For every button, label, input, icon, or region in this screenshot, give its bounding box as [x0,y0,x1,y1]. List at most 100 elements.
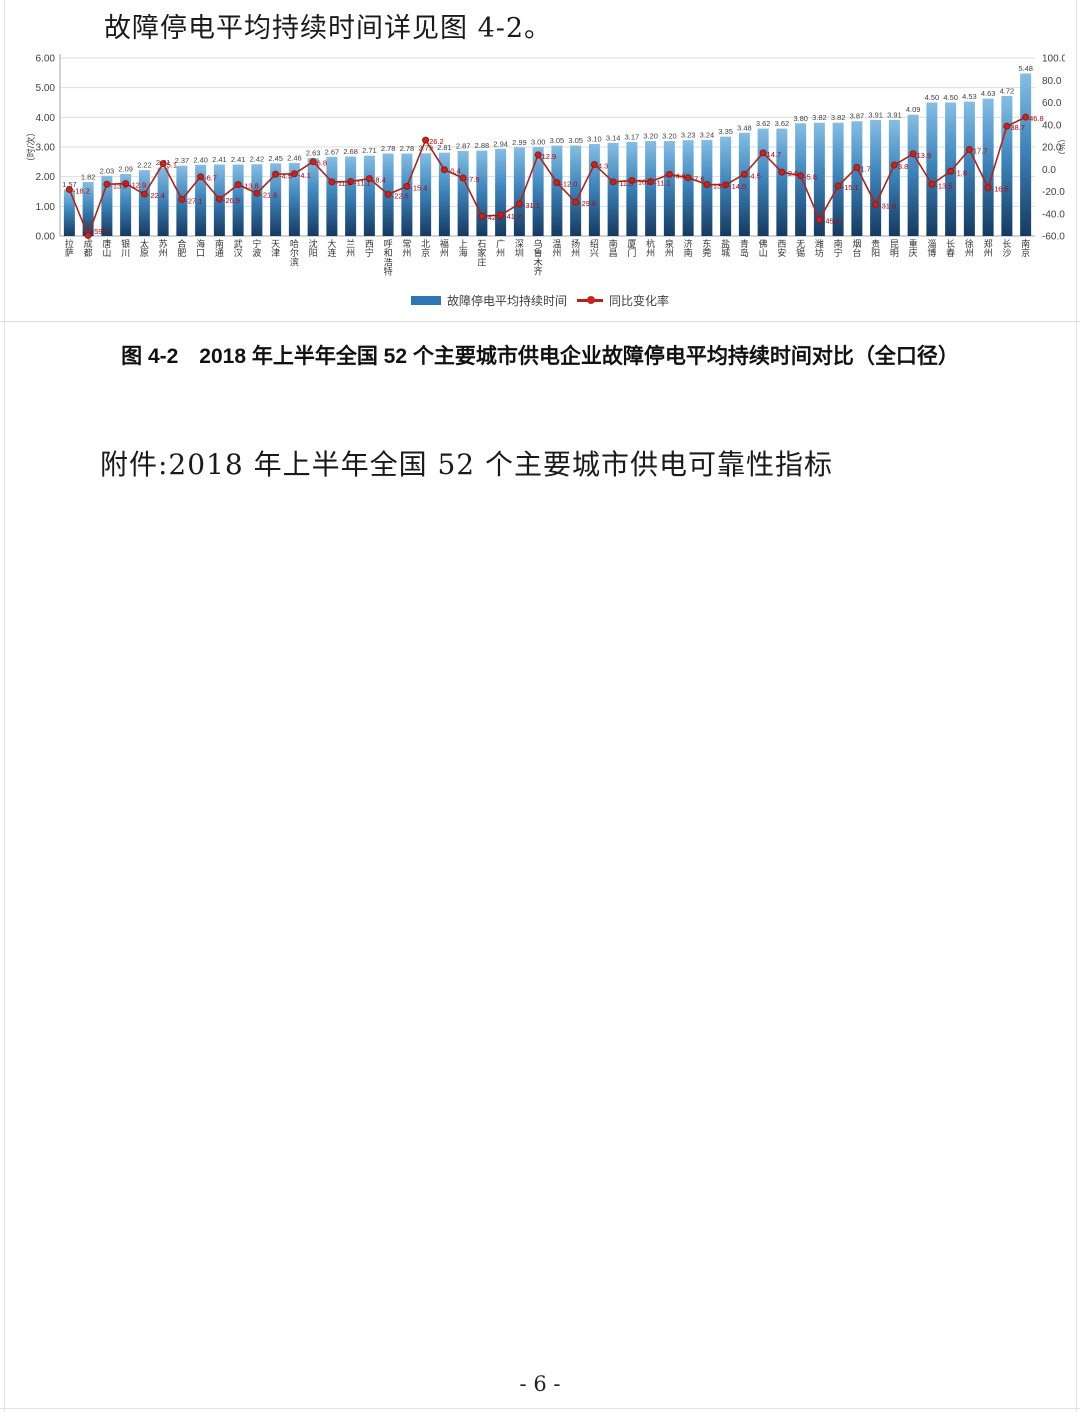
bar-value-label: 3.20 [662,132,677,141]
y-left-tick-label: 3.00 [36,143,56,154]
bar-value-label: 3.23 [681,131,696,140]
bar-value-label: 2.81 [437,143,452,152]
line-point [722,181,730,189]
line-point [309,158,317,166]
y-right-tick-label: 80.0 [1042,76,1062,87]
bar-value-label: 4.63 [981,89,996,98]
line-value-label: -4.1 [298,171,311,180]
line-value-label: -13.8 [242,182,259,191]
bar-value-label: 3.05 [550,136,565,145]
y-right-tick-label: 20.0 [1042,143,1062,154]
line-value-label: 46.8 [1029,114,1044,123]
line-point [984,184,992,192]
bar-value-label: 3.48 [737,123,752,132]
y-left-tick-label: 4.00 [36,113,56,124]
line-value-label: -0.4 [448,167,461,176]
bar-value-label: 3.91 [887,111,902,120]
x-tick-label: 哈尔滨 [290,238,299,267]
line-point [872,200,880,208]
x-tick-label: 合肥 [177,238,186,258]
line-point [947,167,955,175]
bar [270,163,282,236]
legend-label-duration: 故障停电平均持续时间 [446,294,567,308]
x-tick-label: 重庆 [909,238,918,258]
bar [645,141,657,236]
line-point [647,178,655,186]
line-point [609,178,617,186]
yoy-line [68,116,1026,238]
line-point [572,198,580,206]
y-left-tick-label: 5.00 [36,83,56,94]
line-value-label: -14.0 [729,182,746,191]
bar [195,164,207,236]
x-tick-label: 西安 [777,239,786,258]
x-tick-label: 温州 [552,239,561,258]
line-point [65,185,73,193]
bar-value-label: 5.48 [1018,64,1033,73]
bar [551,145,563,236]
line-value-label: -12.9 [129,181,146,190]
bar-value-label: 3.82 [831,113,846,122]
bar-value-label: 2.88 [475,141,490,150]
line-point [853,163,861,171]
x-tick-label: 长沙 [1002,238,1011,258]
x-tick-label: 银川 [121,238,130,258]
legend-item-yoy: 同比变化率 [577,292,669,309]
bar-value-label: 3.87 [850,112,865,121]
bar [288,163,300,236]
line-point [815,216,823,224]
y-right-tick-label: -40.0 [1042,209,1065,220]
x-tick-label: 海口 [196,238,205,258]
bar [513,147,525,236]
figure-caption: 图 4-2 2018 年上半年全国 52 个主要城市供电企业故障停电平均持续时间… [121,345,959,368]
bar-value-label: 2.68 [343,147,358,156]
line-value-label: -7.6 [692,175,705,184]
line-value-label: -11.4 [335,179,352,188]
line-point [197,173,205,181]
line-value-label: -18.2 [73,186,90,195]
bar-value-label: 2.99 [512,138,527,147]
line-point [459,174,467,182]
y-right-tick-label: -60.0 [1042,232,1065,243]
line-point [178,195,186,203]
y-left-tick-label: 1.00 [36,202,56,213]
page-number: - 6 - [519,1372,561,1396]
line-point [253,189,261,197]
x-tick-label: 绍兴 [590,238,599,258]
bar-value-label: 4.53 [962,92,977,101]
line-value-label: 5.1 [167,161,177,170]
line-point [890,161,898,169]
line-value-label: -13.5 [110,181,127,190]
bar [870,120,882,236]
x-tick-label: 东莞 [702,238,711,258]
bar [457,150,469,236]
line-point [347,178,355,186]
bar-value-label: 2.46 [287,154,302,163]
bar-value-label: 3.14 [606,133,621,142]
bar [326,156,338,236]
bar-value-label: 2.78 [400,144,415,153]
bar-value-label: 2.87 [456,141,471,150]
x-tick-label: 潍坊 [815,238,824,258]
line-point [497,211,505,219]
line-value-label: 4.3 [598,161,608,170]
line-point [272,170,280,178]
line-value-label: -29.6 [579,199,596,208]
bar-value-label: 4.72 [1000,86,1015,95]
bar-value-label: 2.37 [175,156,190,165]
bar-value-label: 2.22 [137,161,152,170]
intro-paragraph: 故障停电平均持续时间详见图 4-2。 [104,13,553,44]
bar-value-label: 3.05 [568,136,583,145]
legend-item-duration: 故障停电平均持续时间 [410,292,567,309]
line-point [628,176,636,184]
bar-value-label: 2.63 [306,148,321,157]
bar [420,153,432,236]
line-value-label: -7.9 [467,175,480,184]
line-point [403,182,411,190]
bar [82,182,94,236]
line-value-label: 38.7 [1010,123,1025,132]
y-right-tick-label: -20.0 [1042,187,1065,198]
bar-value-label: 3.62 [775,119,790,128]
line-point [909,150,917,158]
